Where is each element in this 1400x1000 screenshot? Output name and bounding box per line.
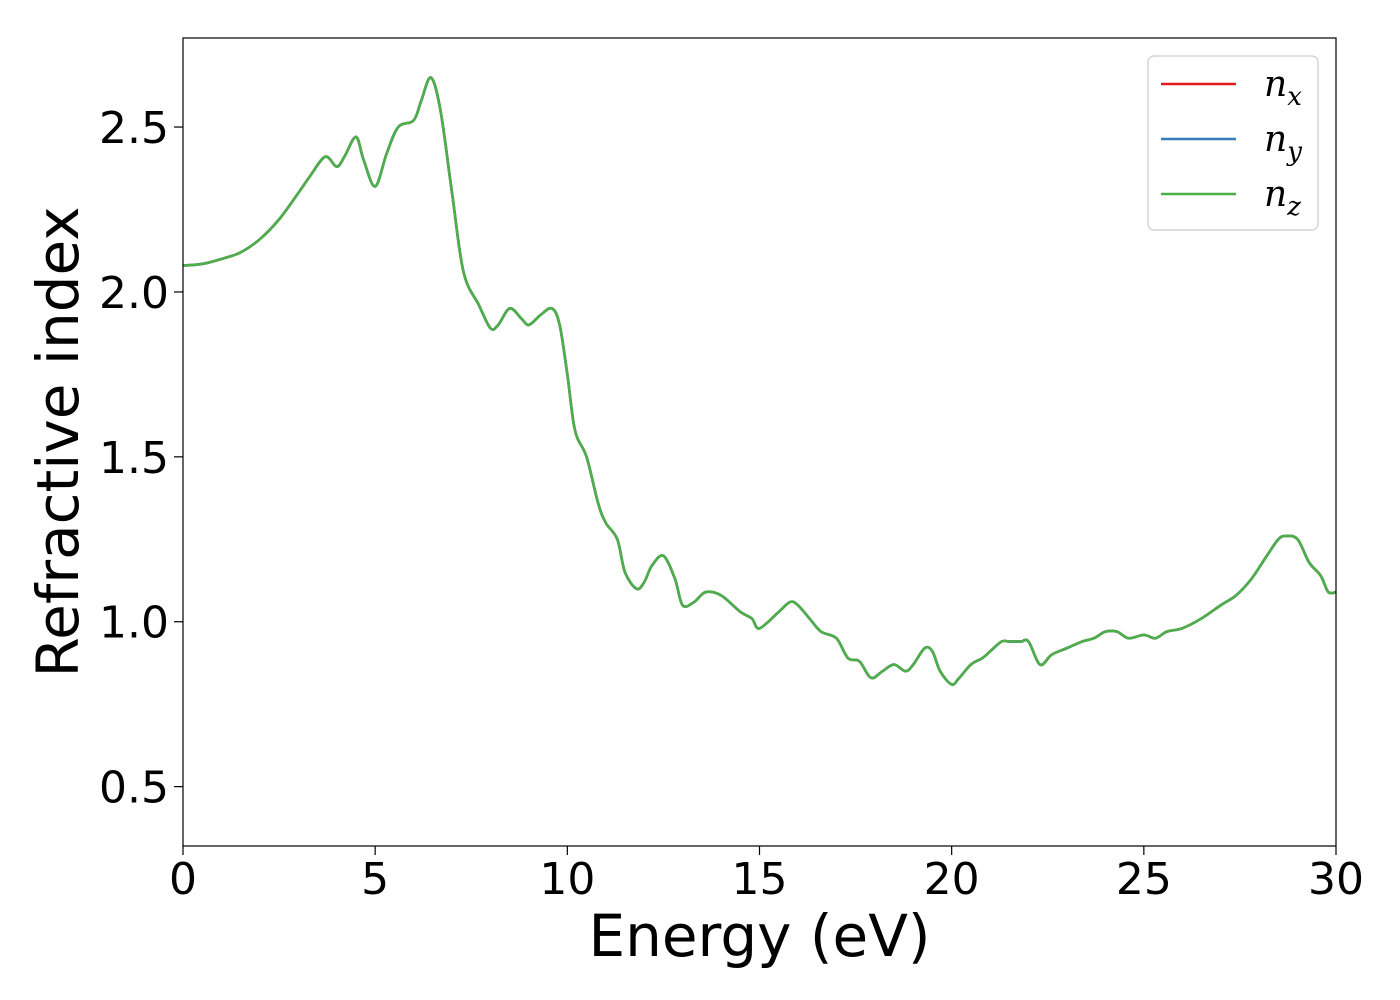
x-tick-label: 0: [169, 854, 197, 905]
x-axis-label: Energy (eV): [588, 902, 930, 970]
plot-area-frame: [182, 37, 1337, 847]
y-axis-ticks: 0.5 1.0 1.5 2.0 2.5: [99, 103, 183, 814]
y-tick-label: 1.5: [99, 433, 169, 484]
x-tick-label: 15: [732, 854, 788, 905]
x-axis-ticks: 0 5 10 15 20 25 30: [169, 846, 1364, 905]
y-axis-label: Refractive index: [24, 206, 92, 677]
legend-label-n-z: nz: [1264, 174, 1301, 222]
y-tick-label: 2.0: [99, 268, 169, 319]
x-tick-label: 30: [1308, 854, 1364, 905]
legend-label-n-y: ny: [1264, 119, 1302, 167]
y-tick-label: 2.5: [99, 103, 169, 154]
x-tick-label: 25: [1116, 854, 1172, 905]
x-tick-label: 10: [539, 854, 595, 905]
legend-label-n-x: nx: [1264, 64, 1302, 112]
x-tick-label: 20: [924, 854, 980, 905]
y-tick-label: 0.5: [99, 763, 169, 814]
x-tick-label: 5: [361, 854, 389, 905]
series-line-n-z: [182, 76, 1337, 686]
series-layer: [182, 76, 1337, 686]
legend: nx ny nz: [1147, 55, 1319, 231]
legend-box: [1147, 55, 1319, 231]
y-tick-label: 1.0: [99, 598, 169, 649]
